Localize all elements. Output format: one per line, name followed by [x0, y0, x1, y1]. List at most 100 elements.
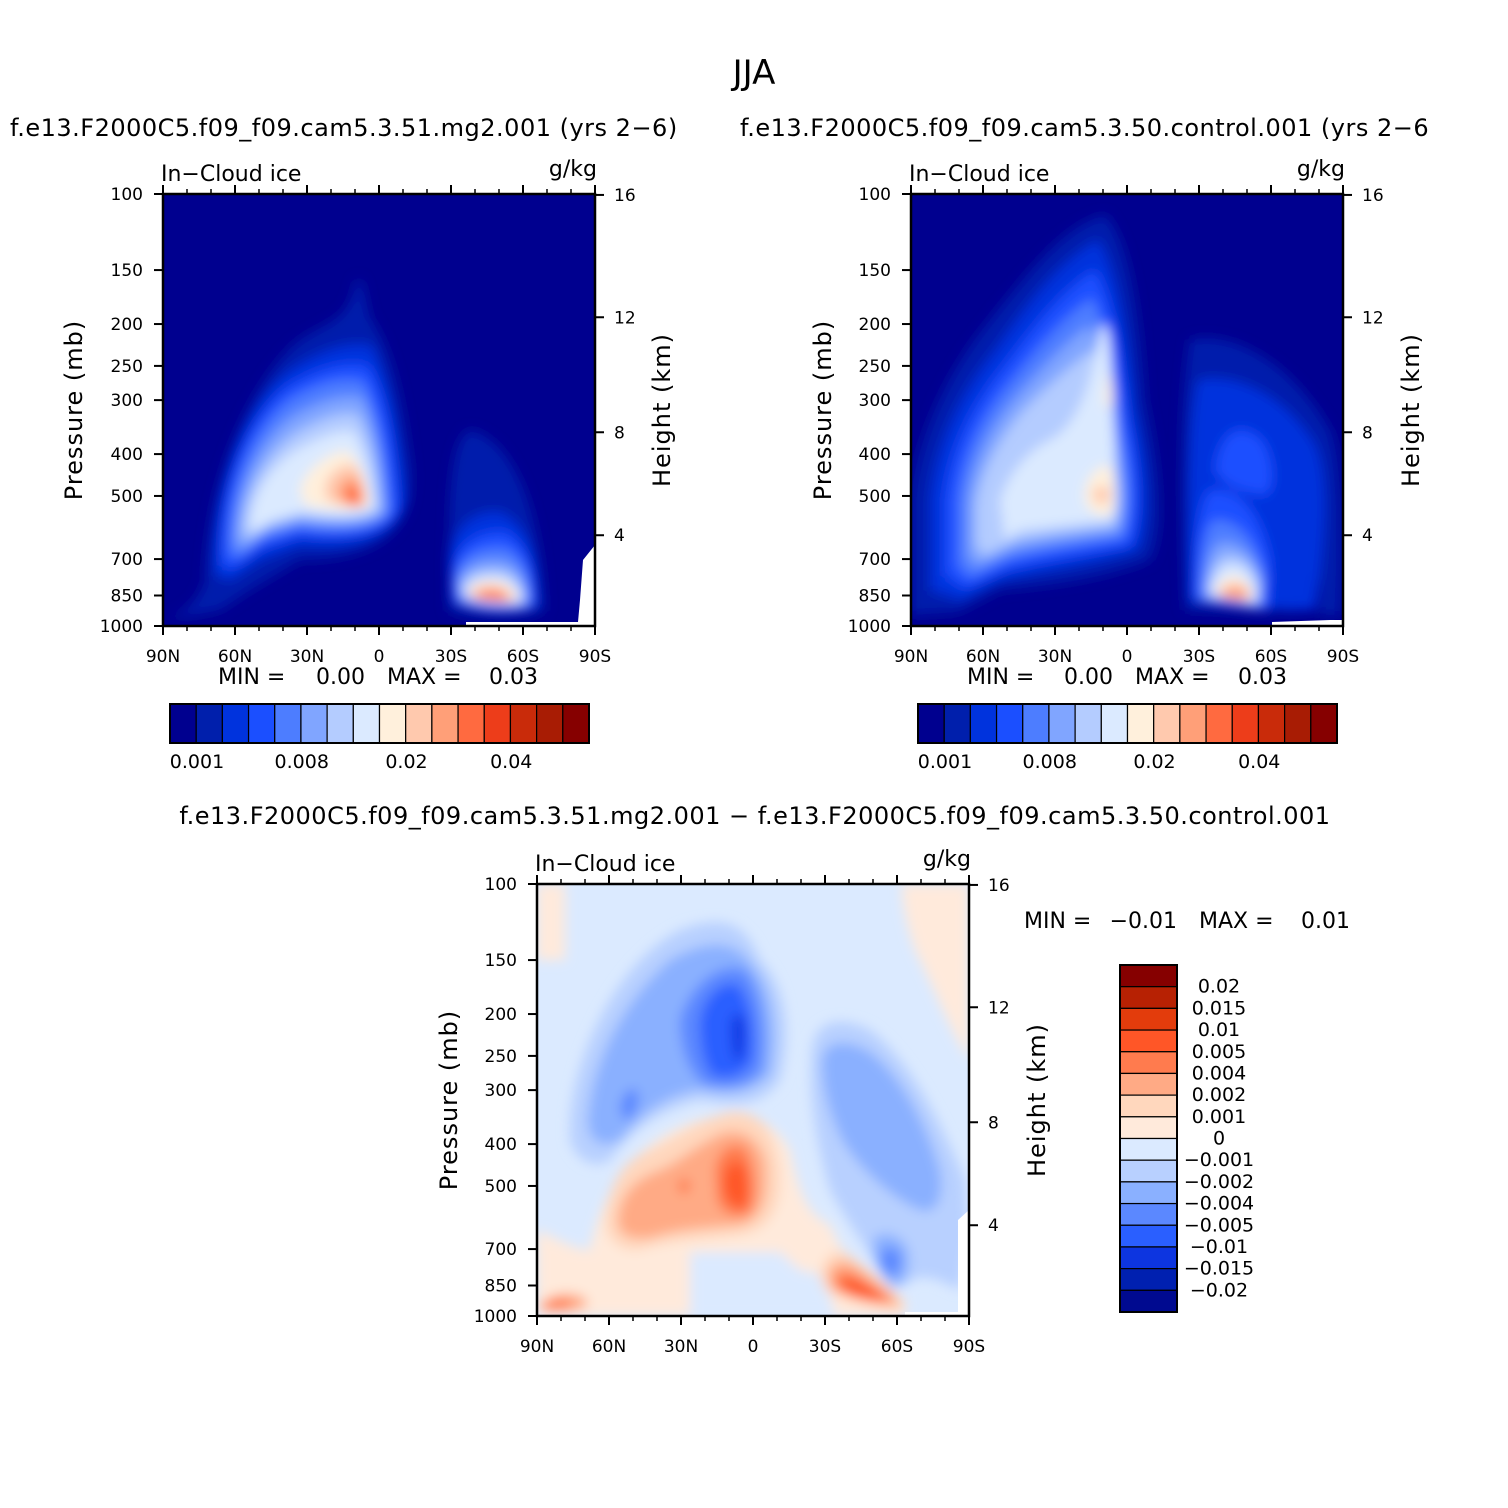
y-tick-label: 300 [111, 391, 143, 411]
colorbar-box [1179, 703, 1207, 744]
x-tick-label: 0 [1122, 647, 1133, 667]
diff-neg-lower-box [690, 1252, 835, 1316]
x-tick-label: 30S [1183, 647, 1215, 667]
y2-tick-label: 12 [988, 998, 1010, 1018]
colorbar-label: 0.004 [1192, 1062, 1246, 1084]
y-tick-label: 700 [485, 1240, 517, 1260]
p3-missing-data [905, 1210, 969, 1316]
colorbar-box [247, 703, 276, 744]
y-tick-label: 150 [485, 951, 517, 971]
colorbar-box [1119, 1007, 1178, 1031]
x-tick-label: 90N [520, 1337, 554, 1357]
colorbar-box [1119, 1051, 1178, 1075]
y-tick-label: 1000 [848, 617, 891, 637]
y2-tick-label: 8 [988, 1113, 999, 1133]
y-tick-label: 300 [485, 1081, 517, 1101]
panel-1-min-label: MIN = [218, 665, 285, 690]
colorbar-label: 0.008 [275, 751, 329, 773]
y-tick-label: 700 [859, 550, 891, 570]
x-tick-label: 60N [592, 1337, 626, 1357]
x-tick-label: 60S [881, 1337, 913, 1357]
y2-tick-label: 16 [988, 876, 1010, 896]
colorbar-box [1119, 1137, 1178, 1161]
y2-tick-label: 8 [614, 423, 625, 443]
y-tick-label: 200 [485, 1005, 517, 1025]
y-tick-label: 400 [859, 445, 891, 465]
colorbar-label: 0.02 [385, 751, 427, 773]
colorbar-label: 0.02 [1198, 976, 1240, 998]
colorbar-label: −0.005 [1184, 1214, 1254, 1236]
y-tick-label: 850 [111, 587, 143, 607]
colorbar-box [1119, 1116, 1178, 1140]
panel-diff-min-label: MIN = [1024, 909, 1091, 934]
x-tick-label: 60N [966, 647, 1000, 667]
colorbar-box [917, 703, 945, 744]
colorbar-frame [1119, 964, 1178, 1313]
y-tick-label: 200 [111, 315, 143, 335]
y-tick-label: 400 [111, 445, 143, 465]
panel-1-plot-area [163, 194, 595, 626]
panel-2-left-string: In−Cloud ice [909, 162, 1049, 187]
panel-diff-plot-area [537, 884, 969, 1316]
colorbar-label: 0.02 [1133, 751, 1175, 773]
y-tick-label: 100 [485, 875, 517, 895]
colorbar-box [995, 703, 1024, 744]
x-tick-label: 0 [374, 647, 385, 667]
diff-pos-3 [540, 1131, 900, 1312]
colorbar-box [1074, 703, 1102, 744]
colorbar-label: 0.01 [1198, 1019, 1240, 1041]
panel-1-max-value: 0.03 [489, 665, 538, 690]
y-tick-label: 100 [111, 185, 143, 205]
y2-tick-label: 12 [614, 308, 636, 328]
panel-diff: f.e13.F2000C5.f09_f09.cam5.3.51.mg2.001 … [179, 802, 1350, 1357]
panel-diff-max-value: 0.01 [1301, 909, 1350, 934]
y2-tick-label: 4 [614, 526, 625, 546]
diff-neg-5 [731, 1014, 745, 1062]
colorbar-box [1119, 1029, 1178, 1053]
y2-tick-label: 16 [1362, 186, 1384, 206]
diff-pos-5 [724, 1162, 886, 1300]
x-tick-label: 90N [894, 647, 928, 667]
colorbar-box [1100, 703, 1129, 744]
diff-neg-2-right [822, 1042, 942, 1285]
y-tick-label: 850 [859, 587, 891, 607]
colorbar-box [943, 703, 971, 744]
colorbar-box [1119, 1159, 1178, 1183]
y-tick-label: 100 [859, 185, 891, 205]
panel-1-max-label: MAX = [387, 665, 462, 690]
colorbar-label: 0.002 [1192, 1084, 1246, 1106]
colorbar-label: 0.008 [1023, 751, 1077, 773]
colorbar-label: 0.04 [490, 751, 532, 773]
panel-2-max-value: 0.03 [1238, 665, 1287, 690]
y-tick-label: 250 [111, 357, 143, 377]
x-tick-label: 60S [507, 647, 539, 667]
colorbar-box [1119, 1072, 1178, 1096]
colorbar-label: 0.015 [1192, 997, 1246, 1019]
panel-2-colorbar: 0.001 0.008 0.02 0.04 [917, 703, 1338, 773]
colorbar-frame [917, 703, 1338, 744]
x-tick-label: 30S [435, 647, 467, 667]
colorbar-box [1231, 703, 1260, 744]
colorbar-box [536, 703, 564, 744]
colorbar-box [1284, 703, 1312, 744]
colorbar-box [1022, 703, 1050, 744]
panel-diff-units: g/kg [923, 847, 971, 872]
colorbar-box [483, 703, 512, 744]
panel-1-min-value: 0.00 [316, 665, 365, 690]
panel-diff-max-label: MAX = [1199, 909, 1274, 934]
y-tick-label: 150 [111, 261, 143, 281]
colorbar-box [1153, 703, 1181, 744]
panel-diff-ylabel: Pressure (mb) [435, 1010, 463, 1190]
y2-tick-label: 16 [614, 186, 636, 206]
panel-2-min-value: 0.00 [1064, 665, 1113, 690]
p2-level-6 [976, 350, 1259, 604]
y2-tick-label: 4 [988, 1216, 999, 1236]
x-tick-label: 0 [748, 1337, 759, 1357]
x-tick-label: 90N [146, 647, 180, 667]
panel-diff-left-string: In−Cloud ice [535, 852, 675, 877]
colorbar-box [1119, 1202, 1178, 1226]
y-tick-label: 250 [485, 1047, 517, 1067]
panel-diff-y2label: Height (km) [1023, 1023, 1051, 1177]
colorbar-label: 0.001 [170, 751, 224, 773]
colorbar-box [969, 703, 998, 744]
